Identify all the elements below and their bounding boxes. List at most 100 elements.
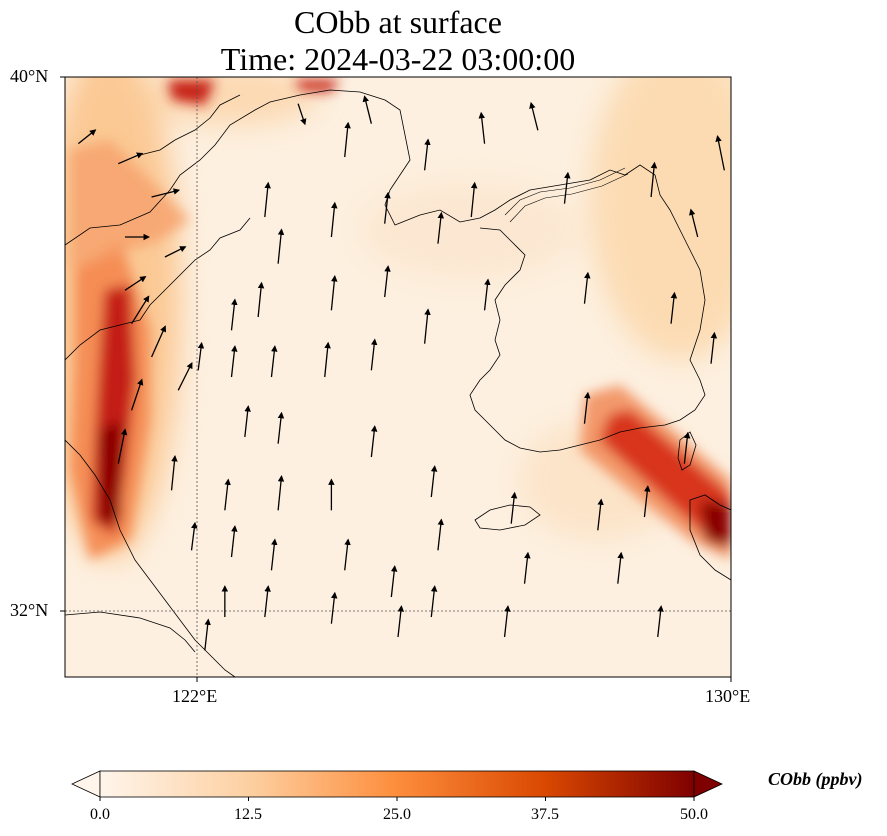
coast-liaodong — [65, 89, 706, 453]
plume-layer — [70, 80, 731, 560]
wind-arrow — [483, 278, 491, 311]
wind-arrow — [583, 391, 591, 424]
northwest-plume — [70, 140, 190, 270]
coast-shandong — [65, 217, 251, 361]
wind-arrow — [397, 605, 405, 638]
wind-vectors — [77, 95, 725, 651]
colorbar-label: CObb (ppbv) — [768, 769, 863, 789]
wind-arrow — [164, 246, 187, 258]
lon-label-122E: 122°E — [172, 686, 218, 706]
wind-arrow — [257, 281, 265, 318]
wind-arrow — [563, 171, 571, 204]
map-title-line2: Time: 2024-03-22 03:00:00 — [220, 41, 576, 77]
wind-arrow — [324, 341, 331, 378]
wind-arrow — [344, 121, 351, 158]
wind-arrow — [330, 201, 338, 238]
lon-label-130E: 130°E — [705, 686, 751, 706]
wind-arrow — [117, 428, 128, 464]
wind-arrow — [430, 585, 438, 618]
wind-arrow — [264, 181, 271, 218]
wind-arrow — [170, 455, 178, 491]
wind-arrow — [277, 411, 285, 444]
wind-arrow — [370, 425, 378, 458]
wind-arrow — [151, 188, 181, 198]
wind-arrow — [370, 338, 378, 371]
wind-arrow — [583, 271, 591, 304]
wind-arrow — [362, 95, 372, 124]
wind-arrow — [670, 291, 678, 324]
coast-yangtze — [65, 611, 196, 653]
wind-arrow — [204, 618, 211, 651]
wind-arrow — [124, 276, 147, 291]
wind-arrow — [643, 485, 651, 518]
wind-arrow — [390, 565, 398, 598]
wind-arrow — [423, 138, 431, 171]
map-title-line1: CObb at surface — [294, 4, 502, 40]
border-korea-china-2 — [509, 173, 629, 223]
wind-arrow — [478, 111, 486, 144]
wind-arrow — [177, 361, 193, 391]
wind-arrow — [384, 265, 391, 298]
colorbar — [71, 770, 723, 801]
wind-arrow — [344, 538, 351, 571]
wind-arrow — [230, 525, 238, 558]
wind-arrow — [77, 129, 97, 145]
colorbar-extend-max — [693, 770, 723, 798]
wind-arrow — [264, 585, 271, 618]
coast-china-south — [65, 439, 236, 677]
wind-arrow — [657, 605, 664, 638]
wind-arrow — [437, 211, 445, 244]
coast-jeju — [474, 504, 541, 531]
wind-arrow — [510, 491, 518, 524]
wind-arrow — [244, 405, 251, 438]
colorbar-tick-1: 12.5 — [234, 806, 262, 823]
wind-arrow — [277, 475, 285, 511]
wind-arrow — [523, 551, 531, 584]
wind-arrow — [270, 345, 278, 378]
lat-label-32N: 32°N — [10, 600, 49, 620]
wind-arrow — [118, 152, 144, 165]
wind-arrow — [529, 101, 539, 131]
wind-arrow — [689, 208, 699, 238]
wind-arrow — [423, 308, 431, 344]
wind-arrow — [277, 228, 285, 264]
colorbar-extend-min — [71, 770, 101, 798]
wind-arrow — [437, 518, 445, 551]
wind-arrow — [430, 465, 438, 498]
colorbar-tick-3: 37.5 — [531, 806, 559, 823]
north-edge-plume-2 — [295, 80, 340, 92]
colorbar-tick-0: 0.0 — [90, 806, 110, 823]
south-korea-plume-peak — [700, 500, 731, 548]
wind-arrow — [297, 103, 307, 126]
coastlines — [65, 89, 731, 677]
wind-arrow — [197, 341, 205, 371]
wind-arrow — [131, 295, 150, 325]
map-frame — [64, 76, 732, 678]
lat-label-40N: 40°N — [10, 66, 49, 86]
coast-kyushu — [689, 494, 731, 581]
border-korea-china — [504, 167, 626, 216]
south-korea-plume-core — [600, 410, 731, 535]
wind-arrow — [130, 378, 144, 411]
wind-arrow — [470, 181, 478, 218]
map-panel — [65, 77, 731, 677]
colorbar-gradient — [99, 770, 695, 798]
wind-arrow — [224, 478, 231, 511]
west-coast-plume-peak — [100, 420, 122, 525]
wind-arrow — [683, 431, 691, 464]
colorbar-tick-2: 25.0 — [383, 806, 411, 823]
wind-arrow — [230, 298, 238, 331]
wind-arrow — [597, 498, 604, 531]
wind-arrow — [270, 538, 278, 571]
wind-arrow — [330, 591, 338, 624]
north-edge-plume — [168, 80, 215, 105]
wind-arrow — [384, 191, 391, 224]
wind-arrow — [617, 551, 624, 584]
wind-arrow — [190, 521, 198, 551]
wind-arrow — [330, 275, 338, 311]
wind-arrow — [710, 331, 718, 364]
colorbar-tick-4: 50.0 — [680, 806, 708, 823]
wind-arrow — [503, 605, 511, 638]
wind-arrow — [150, 325, 167, 358]
